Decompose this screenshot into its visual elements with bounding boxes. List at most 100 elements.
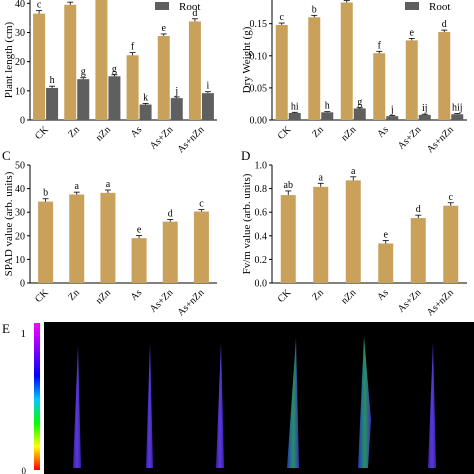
legend-label: Root [179, 1, 200, 13]
significance-letter: ab [284, 180, 293, 191]
significance-letter: d [442, 19, 447, 30]
leaf-nzn [216, 342, 224, 468]
significance-letter: c [280, 12, 285, 23]
bar [378, 243, 394, 283]
bar [131, 238, 147, 283]
x-tick-label: nZn [94, 287, 113, 306]
significance-letter: h [50, 75, 55, 86]
bar [46, 87, 59, 120]
significance-letter: e [410, 27, 415, 38]
y-tick-label: 0.15 [250, 19, 268, 30]
bar [170, 98, 183, 120]
legend-swatch [405, 2, 419, 10]
y-tick-label: 0.10 [250, 51, 268, 62]
x-tick-label: Zn [66, 124, 82, 140]
significance-letter: b [43, 188, 48, 199]
fluorescence-image [44, 322, 474, 474]
significance-letter: ij [422, 103, 428, 114]
x-tick-label: Zn [310, 124, 326, 140]
bar [386, 116, 399, 120]
x-tick-label: Zn [66, 287, 82, 303]
x-tick-label: nZn [339, 124, 358, 143]
bar [188, 21, 201, 121]
significance-letter: j [390, 105, 394, 116]
significance-letter: hi [291, 101, 299, 112]
bar [201, 93, 214, 120]
y-tick-label: 30 [15, 28, 25, 39]
x-tick-label: CK [276, 287, 294, 305]
significance-letter: a [345, 0, 350, 1]
bar [275, 24, 288, 120]
bar [38, 201, 54, 283]
x-tick-label: As+Zn [396, 287, 423, 314]
panel-d-fvm: 0.0 0.2 0.4 0.6 0.8 1.0Fv/m value (arb. units… [241, 161, 467, 318]
bar [139, 104, 152, 120]
legend-swatch [155, 2, 169, 10]
significance-letter: c [199, 199, 204, 210]
x-tick-label: As [129, 124, 145, 140]
significance-letter: j [174, 86, 178, 97]
y-tick-label: 10 [15, 86, 25, 97]
significance-letter: g [112, 64, 117, 75]
bar [193, 211, 209, 283]
x-tick-label: As [375, 124, 391, 140]
leaf-ck [73, 345, 81, 468]
bar [321, 112, 334, 120]
bar [405, 40, 418, 120]
bar [340, 2, 353, 121]
y-tick-label: 30 [15, 208, 25, 219]
y-axis-label: Dry Weight (g) [241, 26, 253, 93]
significance-letter: g [81, 67, 86, 78]
bar [313, 186, 329, 283]
y-tick-label: 0.0 [255, 279, 268, 290]
significance-letter: a [106, 179, 111, 190]
y-tick-label: 50 [15, 161, 25, 172]
x-tick-label: As+Zn [148, 124, 175, 151]
panel-c-label: C [2, 148, 11, 163]
significance-letter: f [131, 42, 135, 53]
y-tick-label: 20 [15, 57, 25, 68]
bar [77, 79, 90, 120]
x-tick-label: As [375, 287, 391, 303]
significance-letter: c [449, 192, 454, 203]
significance-letter: e [384, 230, 389, 241]
bar [95, 0, 108, 120]
bar [64, 4, 77, 121]
y-axis-label: SPAD value (arb. units) [3, 171, 15, 276]
significance-letter: c [37, 0, 42, 11]
x-tick-label: As+nZn [176, 124, 207, 155]
y-tick-label: 0.8 [255, 184, 268, 195]
x-tick-label: Zn [310, 287, 326, 303]
significance-letter: hij [452, 103, 463, 114]
x-tick-label: nZn [94, 124, 113, 143]
significance-letter: a [75, 181, 80, 192]
colorbar [34, 323, 40, 470]
leaf-zn [146, 342, 153, 468]
y-tick-label: 0 [20, 279, 25, 290]
significance-letter: a [351, 166, 356, 177]
bar [33, 13, 46, 121]
x-tick-label: As+Zn [148, 287, 175, 314]
colorbar-max-label: 1 [21, 328, 27, 340]
significance-letter: e [137, 225, 142, 236]
bar [157, 36, 170, 120]
y-tick-label: 0.6 [255, 208, 268, 219]
bar [126, 55, 139, 120]
colorbar-min-label: 0 [22, 466, 27, 474]
y-axis-label: Plant length (cm) [3, 21, 15, 98]
x-tick-label: CK [33, 287, 51, 305]
bar [345, 180, 361, 283]
y-axis-label: Fv/m value (arb. units) [241, 173, 253, 274]
y-tick-label: 40 [15, 0, 25, 10]
bar [308, 17, 321, 121]
y-tick-label: 20 [15, 231, 25, 242]
significance-letter: i [207, 81, 210, 92]
x-tick-label: As+nZn [425, 287, 456, 318]
y-tick-label: 0.00 [250, 116, 268, 127]
bar [69, 194, 85, 283]
y-tick-label: 0.05 [250, 83, 268, 94]
legend-label: Root [429, 1, 450, 13]
x-tick-label: CK [33, 124, 51, 142]
